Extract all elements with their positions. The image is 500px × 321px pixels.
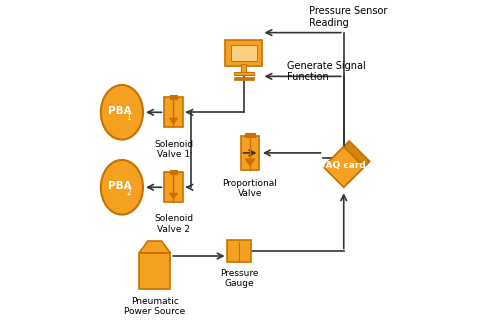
- Polygon shape: [246, 159, 254, 165]
- FancyBboxPatch shape: [139, 253, 170, 289]
- Ellipse shape: [101, 85, 143, 140]
- Polygon shape: [170, 193, 177, 198]
- Polygon shape: [329, 141, 370, 182]
- Polygon shape: [139, 241, 170, 253]
- Text: Generate Signal
Function: Generate Signal Function: [288, 61, 366, 82]
- Text: Pneumatic
Power Source: Pneumatic Power Source: [124, 297, 186, 316]
- FancyBboxPatch shape: [228, 240, 251, 262]
- FancyBboxPatch shape: [170, 170, 177, 174]
- Text: Solenoid
Valve 2: Solenoid Valve 2: [154, 214, 193, 234]
- Text: PBA: PBA: [108, 181, 132, 191]
- FancyBboxPatch shape: [234, 72, 254, 75]
- FancyBboxPatch shape: [170, 95, 177, 99]
- Text: Pressure Sensor
Reading: Pressure Sensor Reading: [310, 6, 388, 28]
- FancyBboxPatch shape: [226, 40, 262, 66]
- FancyBboxPatch shape: [242, 65, 246, 73]
- FancyBboxPatch shape: [240, 136, 260, 170]
- Text: 2: 2: [126, 188, 131, 197]
- FancyBboxPatch shape: [234, 77, 254, 80]
- FancyBboxPatch shape: [230, 45, 257, 61]
- Text: Solenoid
Valve 1: Solenoid Valve 1: [154, 140, 193, 159]
- Polygon shape: [324, 147, 364, 187]
- FancyBboxPatch shape: [164, 98, 182, 127]
- Text: Pressure
Gauge: Pressure Gauge: [220, 268, 258, 288]
- Text: DAQ card: DAQ card: [318, 161, 366, 170]
- FancyBboxPatch shape: [164, 172, 182, 202]
- Text: PBA: PBA: [108, 106, 132, 116]
- Polygon shape: [170, 118, 177, 123]
- Text: Proportional
Valve: Proportional Valve: [222, 179, 278, 198]
- FancyBboxPatch shape: [246, 133, 254, 137]
- Text: 1: 1: [126, 113, 131, 122]
- Ellipse shape: [101, 160, 143, 215]
